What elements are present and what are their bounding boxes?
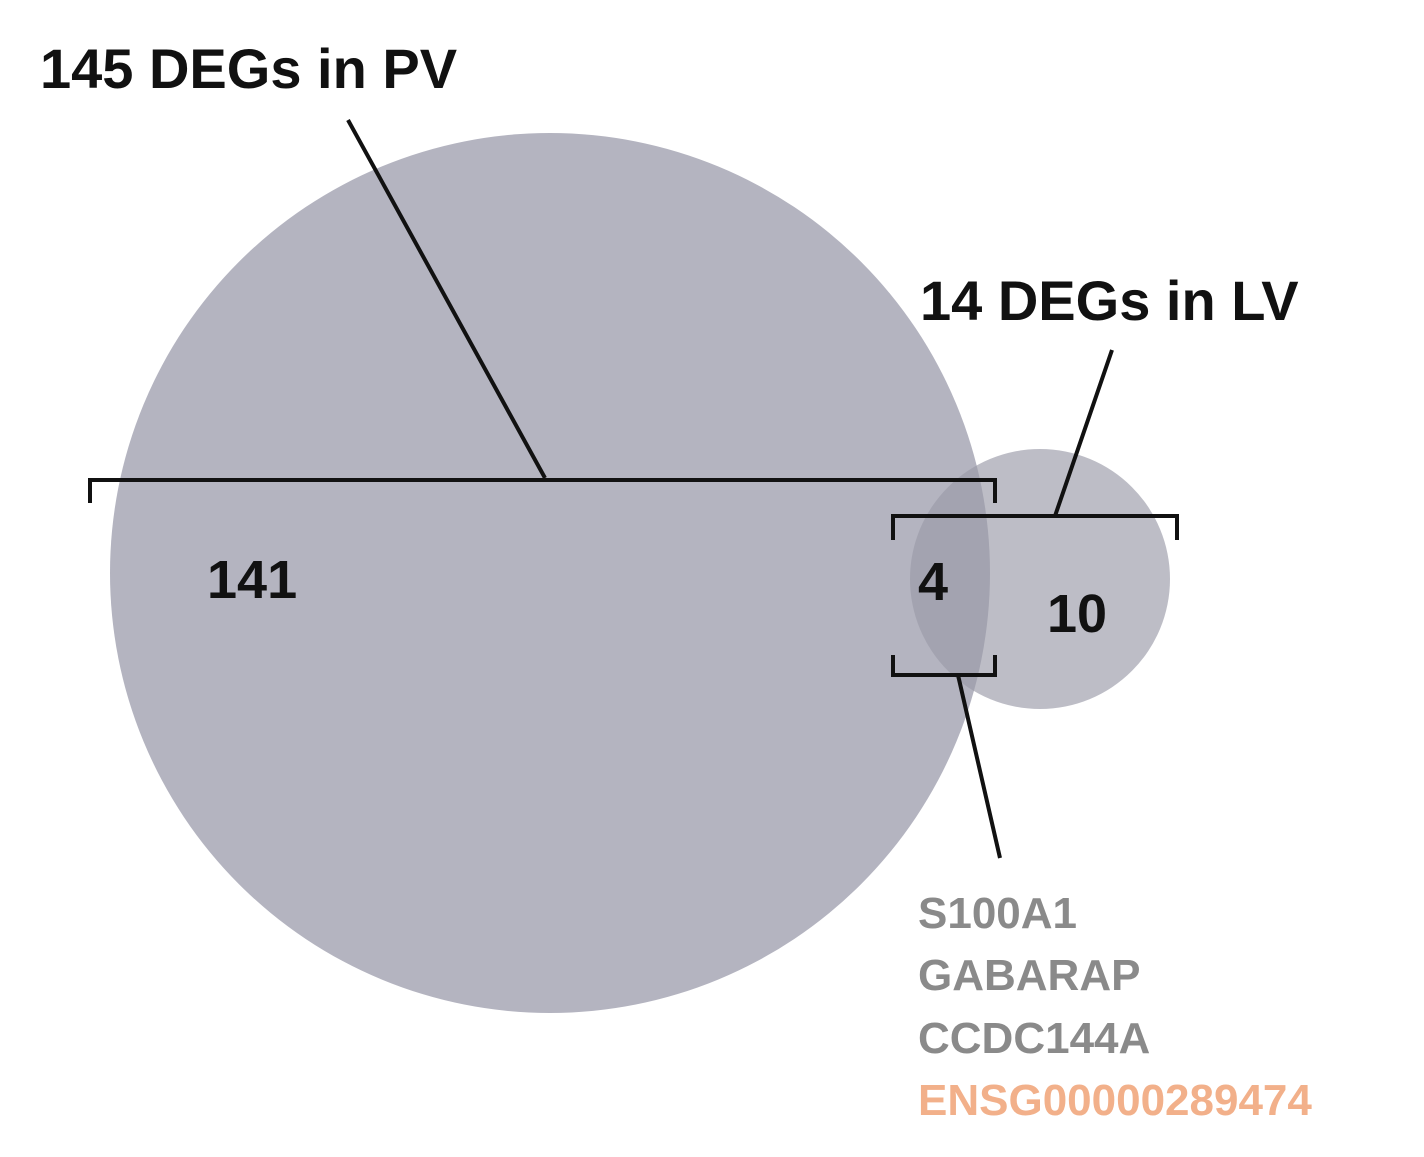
lv-only-count: 10 — [1047, 584, 1107, 644]
shared-count: 4 — [918, 552, 948, 612]
pv-only-count: 141 — [207, 550, 297, 610]
lv-label: 14 DEGs in LV — [920, 269, 1299, 332]
lv-circle — [910, 449, 1170, 709]
gene: ENSG00000289474 — [918, 1076, 1312, 1125]
gene: CCDC144A — [918, 1014, 1150, 1063]
gene: S100A1 — [918, 889, 1077, 938]
shared-bracket — [891, 655, 1002, 859]
pv-circle — [110, 133, 990, 1013]
pv-bracket — [88, 119, 997, 503]
gene: GABARAP — [918, 951, 1140, 1000]
pv-label: 145 DEGs in PV — [40, 37, 457, 100]
lv-bracket — [891, 349, 1179, 540]
